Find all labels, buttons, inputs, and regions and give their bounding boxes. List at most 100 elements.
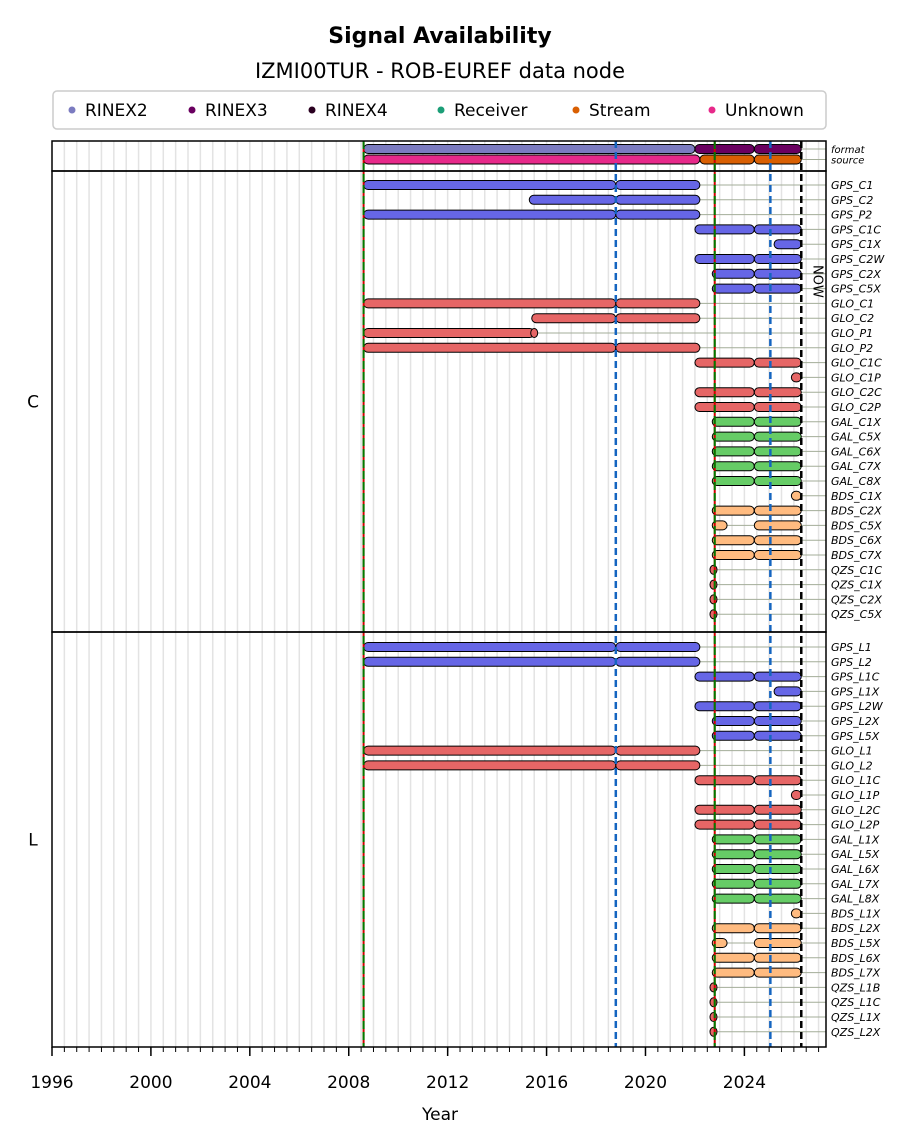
row-label: BDS_C1X [831, 490, 882, 503]
availability-bar [615, 194, 701, 205]
availability-bar [363, 180, 617, 190]
availability-bar [711, 967, 755, 978]
row-label: GAL_L6X [831, 863, 880, 876]
group-label: C [27, 393, 39, 413]
availability-bar [753, 446, 802, 457]
row-label: GPS_L5X [831, 730, 880, 743]
row-label: GLO_L2P [831, 819, 880, 832]
chart-subtitle: IZMI00TUR - ROB-EUREF data node [255, 59, 625, 83]
x-tick-label: 2020 [624, 1073, 667, 1093]
availability-bar [711, 268, 755, 279]
availability-bar [753, 804, 802, 815]
row-label: BDS_L2X [831, 922, 881, 935]
row-label: GPS_C1X [831, 238, 881, 251]
row-label: QZS_C2X [831, 593, 882, 606]
availability-bar [753, 387, 802, 398]
row-label: GLO_L2 [831, 759, 873, 772]
row-label: GPS_C1C [831, 223, 881, 236]
row-label: GPS_L1X [831, 685, 880, 698]
availability-bar [753, 893, 802, 904]
availability-bar [694, 402, 755, 412]
availability-bar [753, 967, 802, 978]
availability-bar [711, 952, 755, 963]
availability-bar [694, 387, 755, 398]
row-label: GLO_C1P [831, 371, 881, 384]
legend-marker [572, 106, 580, 114]
x-tick-label: 2000 [129, 1073, 172, 1093]
row-label: BDS_C5X [831, 519, 882, 532]
row-label: GAL_C5X [831, 431, 881, 444]
now-label: NOW [809, 265, 824, 298]
row-label: GPS_L2 [831, 656, 872, 669]
row-label: QZS_L1X [831, 1011, 881, 1024]
row-label: GAL_L7X [831, 878, 880, 891]
availability-bar [531, 313, 617, 324]
availability-bar [753, 535, 802, 546]
x-tick-label: 2008 [327, 1073, 370, 1093]
availability-bar [753, 505, 802, 516]
row-label: GAL_L8X [831, 893, 880, 906]
row-label: BDS_C6X [831, 534, 882, 547]
availability-bar [363, 656, 617, 667]
legend-label: RINEX3 [205, 101, 268, 121]
x-tick-label: 2004 [228, 1073, 271, 1093]
x-tick-label: 2012 [426, 1073, 469, 1093]
row-label: BDS_C7X [831, 549, 882, 562]
row-label: GLO_L1C [831, 774, 881, 787]
row-label: GAL_C7X [831, 460, 881, 473]
availability-bar [711, 476, 755, 486]
row-label: GAL_C8X [831, 475, 881, 488]
availability-bar [711, 446, 755, 457]
availability-bar [753, 864, 802, 874]
row-label: GPS_C2W [831, 253, 885, 266]
x-tick-label: 2016 [525, 1073, 568, 1093]
availability-bar [773, 686, 802, 697]
availability-bar [711, 893, 755, 904]
row-label: GPS_C2X [831, 268, 881, 281]
row-label: GLO_C2C [831, 386, 882, 399]
availability-bar [709, 579, 718, 590]
x-axis-label: Year [421, 1105, 458, 1125]
row-label: GPS_C1 [831, 179, 873, 192]
row-label: QZS_L1B [831, 981, 880, 994]
availability-bar [753, 938, 802, 948]
row-label: QZS_C1C [831, 564, 882, 577]
availability-bar [711, 834, 755, 845]
availability-bar [694, 224, 755, 235]
legend: RINEX2 RINEX3 RINEX4 Receiver Stream Unknown [52, 90, 827, 130]
row-label: QZS_C1X [831, 579, 882, 592]
availability-bar [753, 834, 802, 845]
availability-bar [790, 908, 802, 919]
row-label: BDS_L7X [831, 967, 881, 980]
row-label: GLO_P2 [831, 342, 873, 355]
availability-bar [615, 209, 701, 220]
availability-bar [753, 701, 802, 712]
availability-bar [709, 594, 718, 605]
availability-bar [753, 254, 802, 264]
x-tick-label: 1996 [30, 1073, 73, 1093]
row-label: GLO_C1C [831, 357, 882, 370]
availability-bar [711, 878, 755, 889]
availability-bar [694, 804, 755, 815]
x-axis: 1996 2000 2004 2008 2012 2016 2020 2024 [30, 1047, 820, 1093]
legend-label: RINEX4 [325, 101, 388, 121]
x-tick-label: 2024 [723, 1073, 766, 1093]
availability-bar [753, 357, 802, 368]
vertical-lines: NOW [362, 141, 824, 1047]
availability-bar [753, 461, 802, 472]
row-label: GPS_C5X [831, 283, 881, 296]
availability-bar [709, 1026, 718, 1037]
availability-bar [711, 938, 728, 948]
legend-marker [708, 106, 716, 114]
row-label: GPS_L1C [831, 671, 880, 684]
availability-bar [615, 313, 701, 324]
availability-bar [753, 476, 802, 486]
availability-bar [615, 656, 701, 667]
availability-bar [694, 819, 755, 830]
availability-bar [753, 283, 802, 294]
availability-bar [711, 416, 755, 427]
availability-bar [363, 642, 617, 652]
availability-bar [363, 298, 617, 309]
group-label: L [28, 831, 38, 851]
